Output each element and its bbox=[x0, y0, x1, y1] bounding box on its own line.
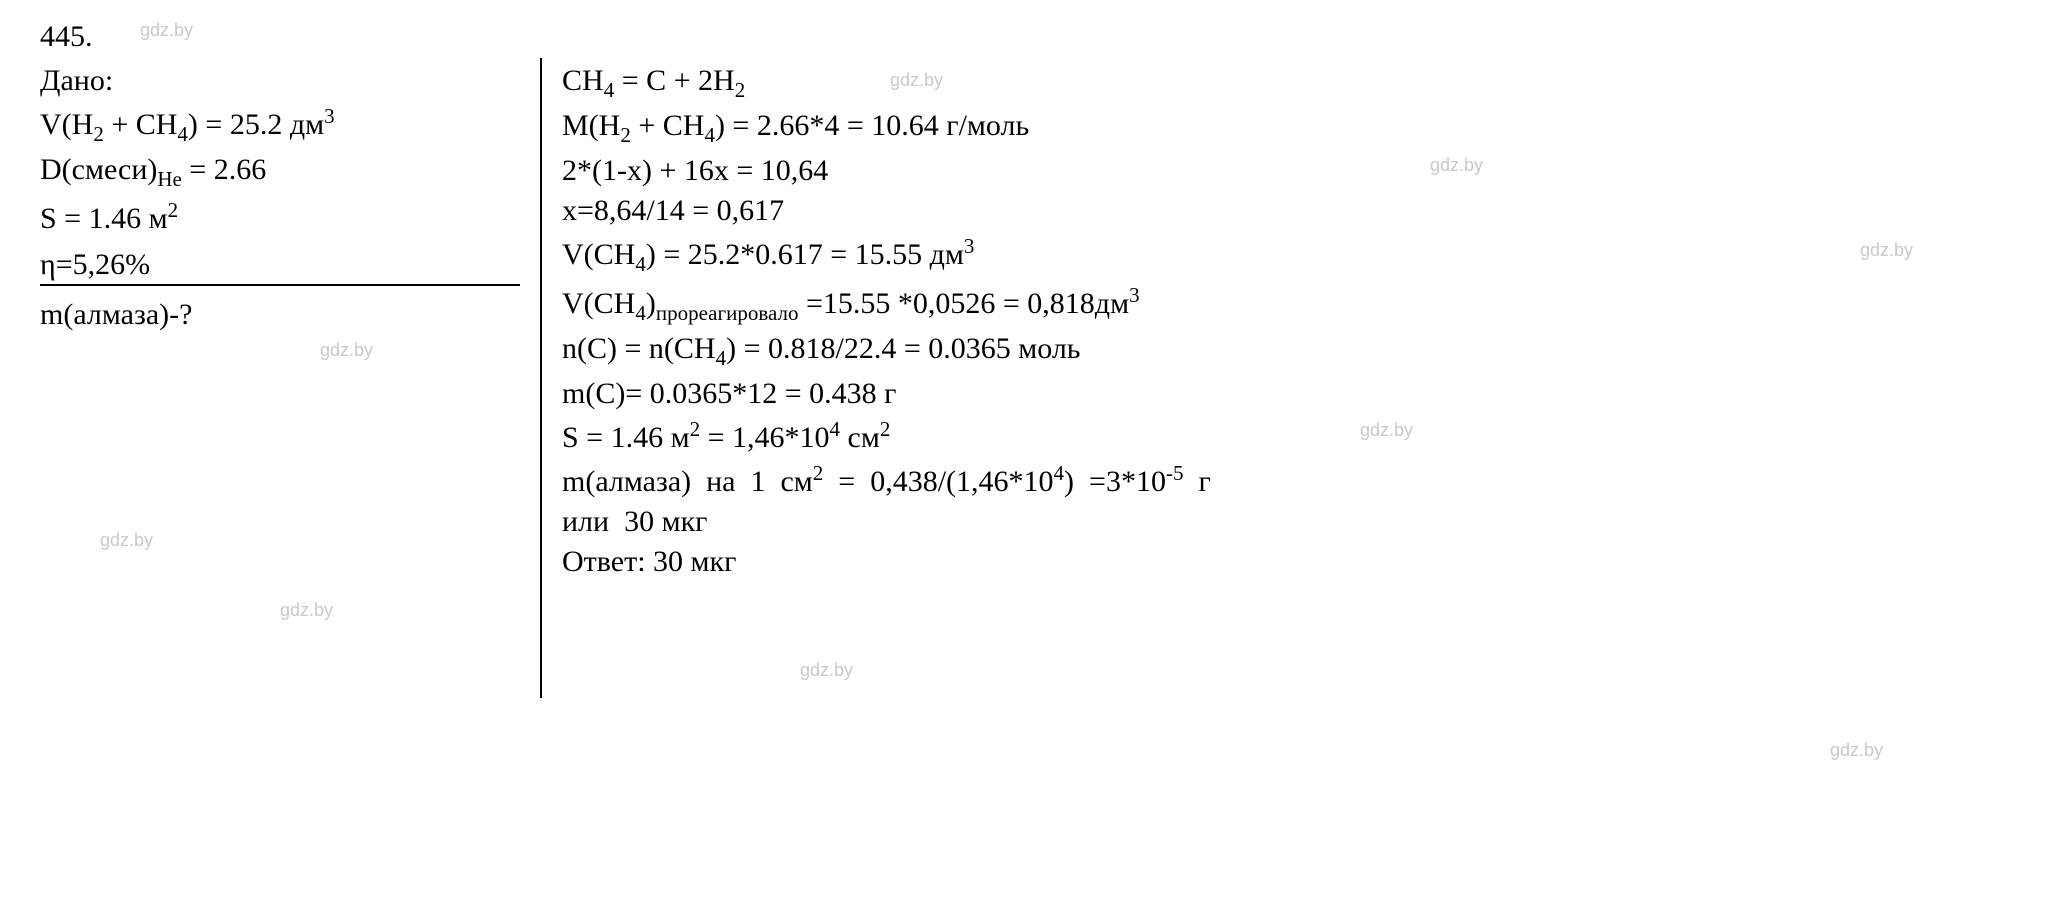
given-line: S = 1.46 м2 bbox=[40, 198, 520, 236]
solution-line: или 30 мкг bbox=[562, 505, 2028, 539]
solution-column: CH4 = C + 2H2 M(H2 + CH4) = 2.66*4 = 10.… bbox=[540, 58, 2028, 698]
solution-line: m(C)= 0.0365*12 = 0.438 г bbox=[562, 377, 2028, 411]
solution-line: V(CH4) = 25.2*0.617 = 15.55 дм3 bbox=[562, 234, 2028, 277]
solution-line: n(C) = n(CH4) = 0.818/22.4 = 0.0365 моль bbox=[562, 332, 2028, 371]
given-line: η=5,26% bbox=[40, 248, 520, 286]
given-line: D(смеси)He = 2.66 bbox=[40, 153, 520, 192]
solution-line: V(CH4)прореагировало =15.55 *0,0526 = 0,… bbox=[562, 283, 2028, 326]
solution-line: m(алмаза) на 1 см2 = 0,438/(1,46*104) =3… bbox=[562, 461, 2028, 499]
given-column: Дано: V(H2 + CH4) = 25.2 дм3 D(смеси)He … bbox=[40, 58, 540, 338]
given-line: V(H2 + CH4) = 25.2 дм3 bbox=[40, 104, 520, 147]
find-line: m(алмаза)-? bbox=[40, 298, 520, 332]
solution-line: CH4 = C + 2H2 bbox=[562, 64, 2028, 103]
solution-line: S = 1.46 м2 = 1,46*104 см2 bbox=[562, 417, 2028, 455]
problem-number: 445. bbox=[40, 20, 2028, 54]
problem-body: Дано: V(H2 + CH4) = 25.2 дм3 D(смеси)He … bbox=[40, 58, 2028, 698]
given-heading: Дано: bbox=[40, 64, 520, 98]
solution-line: 2*(1-x) + 16x = 10,64 bbox=[562, 154, 2028, 188]
solution-line: M(H2 + CH4) = 2.66*4 = 10.64 г/моль bbox=[562, 109, 2028, 148]
solution-line: x=8,64/14 = 0,617 bbox=[562, 194, 2028, 228]
watermark: gdz.by bbox=[1830, 740, 1883, 761]
answer-line: Ответ: 30 мкг bbox=[562, 545, 2028, 579]
